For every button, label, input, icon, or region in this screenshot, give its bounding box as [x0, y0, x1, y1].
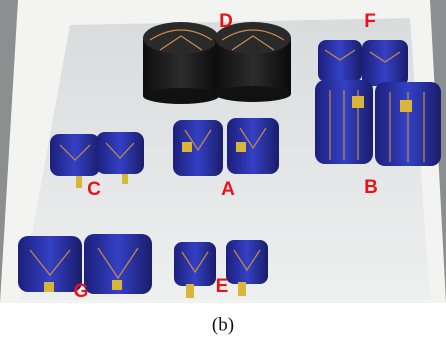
cylinder — [50, 134, 100, 176]
cylinder — [96, 132, 144, 174]
cylinder — [215, 86, 291, 102]
photo: D F C A B G E — [0, 0, 446, 303]
figure: D F C A B G E (b) — [0, 0, 446, 341]
label: A — [221, 179, 235, 200]
connector — [238, 282, 246, 296]
connector — [44, 282, 54, 292]
label: G — [74, 281, 89, 302]
connector — [186, 284, 194, 298]
page: D F C A B G E (b) (() => { const data = … — [0, 0, 446, 341]
connector — [112, 280, 122, 290]
label: E — [216, 276, 229, 297]
cylinder — [173, 120, 223, 176]
connector — [122, 174, 128, 184]
label: D — [219, 11, 233, 32]
cylinder — [174, 242, 216, 286]
label: C — [87, 179, 101, 200]
connector — [236, 142, 246, 152]
connector — [76, 176, 82, 188]
cylinder — [143, 88, 219, 104]
cylinder — [226, 240, 268, 284]
connector — [182, 142, 192, 152]
caption: (b) — [212, 314, 234, 335]
cylinder — [362, 40, 408, 86]
label: B — [364, 177, 378, 198]
connector — [400, 100, 412, 112]
black-cylinders — [143, 22, 291, 104]
cylinder — [318, 40, 362, 82]
connector — [352, 96, 364, 108]
label: F — [364, 11, 376, 32]
cylinder — [227, 118, 279, 174]
